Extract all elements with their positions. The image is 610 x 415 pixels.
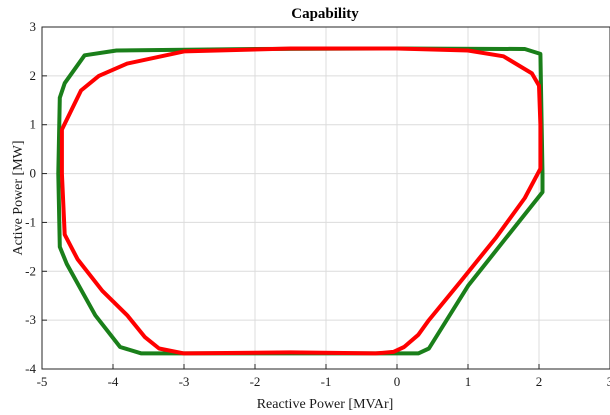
y-axis: -4 -3 -2 -1 0 1 2 3 bbox=[25, 19, 47, 376]
y-tick-label: 2 bbox=[30, 68, 37, 83]
y-tick-label: -2 bbox=[25, 263, 36, 278]
x-tick-label: -5 bbox=[37, 374, 48, 389]
x-tick-label: -2 bbox=[250, 374, 261, 389]
series-line-2 bbox=[59, 46, 543, 356]
x-axis-label: Reactive Power [MVAr] bbox=[257, 397, 394, 412]
y-tick-label: 1 bbox=[30, 117, 37, 132]
y-axis-label: Active Power [MW] bbox=[11, 140, 26, 255]
x-tick-label: 1 bbox=[465, 374, 472, 389]
y-tick-label: -4 bbox=[25, 361, 36, 376]
x-tick-label: 3 bbox=[607, 374, 610, 389]
y-tick-label: -1 bbox=[25, 214, 36, 229]
x-tick-label: 2 bbox=[536, 374, 543, 389]
x-tick-label: 0 bbox=[394, 374, 401, 389]
x-axis: -5 -4 -3 -2 -1 0 1 2 3 bbox=[37, 364, 610, 389]
y-tick-label: -3 bbox=[25, 312, 36, 327]
x-tick-label: -4 bbox=[108, 374, 119, 389]
series-group bbox=[56, 46, 545, 356]
y-tick-label: 0 bbox=[30, 166, 37, 181]
series-line-1 bbox=[56, 46, 545, 356]
x-tick-label: -1 bbox=[321, 374, 332, 389]
x-tick-label: -3 bbox=[179, 374, 190, 389]
y-tick-label: 3 bbox=[30, 19, 37, 34]
grid bbox=[41, 26, 610, 370]
chart-title: Capability bbox=[291, 6, 359, 22]
